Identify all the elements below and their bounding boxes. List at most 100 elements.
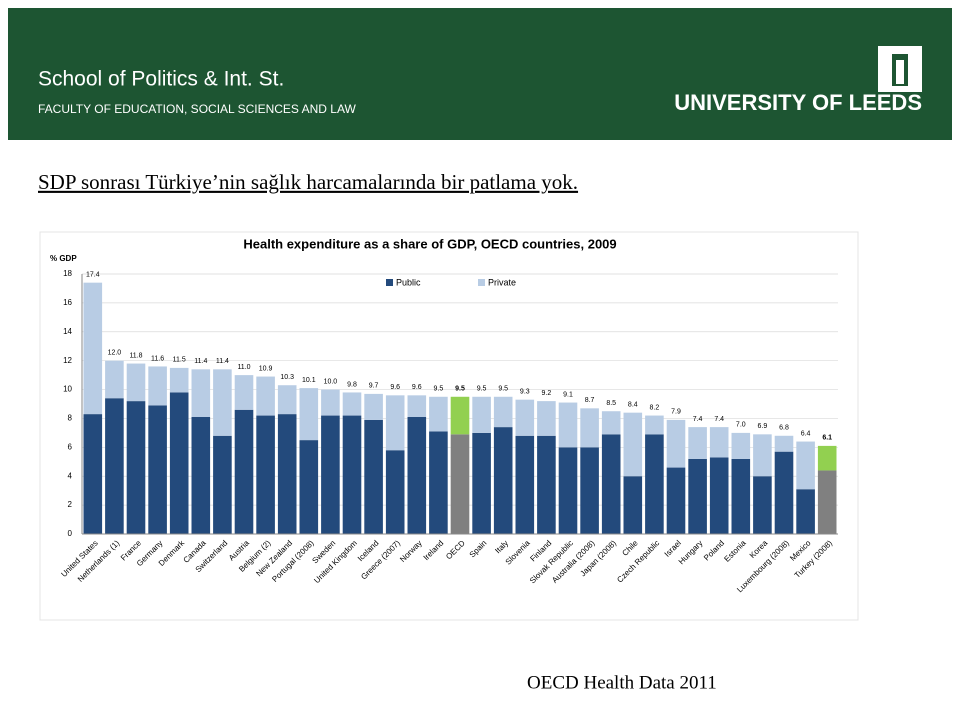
bar-segment: [169, 367, 189, 393]
y-tick-label: 14: [63, 327, 72, 336]
source: OECD Health Data 2011: [527, 672, 717, 693]
bar-segment: [731, 458, 751, 534]
bar-segment: [342, 415, 362, 534]
header-title: School of Politics & Int. St.: [38, 68, 284, 91]
heading: SDP sonrası Türkiye’nin sağlık harcamala…: [38, 170, 578, 194]
bar-segment: [126, 363, 146, 402]
bar-segment: [191, 369, 211, 417]
bar-segment: [580, 408, 599, 448]
bar-segment: [796, 441, 815, 490]
bar-segment: [105, 398, 124, 534]
total-label: 7.4: [714, 416, 724, 423]
total-label: 6.4: [801, 430, 811, 437]
bar-segment: [213, 435, 232, 534]
legend-swatch: [386, 279, 393, 286]
bar-segment: [256, 415, 275, 534]
bar-segment: [493, 396, 513, 428]
bar-segment: [299, 388, 319, 441]
bar-segment: [148, 405, 167, 534]
total-label: 9.7: [369, 383, 379, 390]
y-tick-label: 8: [68, 414, 73, 423]
bar-segment: [709, 427, 729, 458]
total-label: 12.0: [108, 350, 122, 357]
bar-segment: [623, 412, 643, 477]
bar-segment: [774, 451, 794, 534]
bar-segment: [407, 395, 427, 417]
total-label: 8.7: [585, 397, 595, 404]
bar-segment: [385, 395, 405, 451]
total-label: 11.4: [216, 358, 229, 365]
bar-segment: [299, 440, 319, 534]
total-label: 10.9: [259, 365, 273, 372]
total-label: 9.2: [542, 390, 552, 397]
total-label: 9.6: [390, 384, 400, 391]
bar-segment: [688, 427, 707, 459]
bar-segment: [601, 411, 621, 435]
bar-segment: [342, 392, 362, 416]
logo-icon: [878, 46, 922, 92]
chart-frame: [39, 231, 859, 621]
bar-segment: [364, 393, 383, 420]
total-label: 6.8: [779, 425, 789, 432]
total-label: 7.9: [671, 409, 681, 416]
total-label: 6.9: [758, 423, 768, 430]
total-label: 6.1: [822, 435, 832, 442]
bar-segment: [277, 385, 297, 415]
bar-segment: [191, 417, 211, 534]
bar-segment: [321, 389, 340, 416]
y-axis-label: % GDP: [50, 254, 77, 263]
bar-segment: [515, 435, 535, 534]
total-label: 10.0: [324, 378, 338, 385]
bar-segment: [429, 396, 448, 432]
legend-label: Private: [488, 277, 516, 287]
bar-segment: [472, 432, 491, 534]
logo-text: UNIVERSITY OF LEEDS: [674, 90, 922, 115]
bar-segment: [666, 419, 686, 468]
total-label: 9.3: [520, 389, 530, 396]
total-label: 11.8: [129, 352, 142, 359]
chart-title: Health expenditure as a share of GDP, OE…: [243, 236, 616, 251]
bar-segment: [731, 432, 751, 459]
bar-segment: [558, 402, 578, 448]
bar-segment: [580, 447, 599, 534]
bar-segment: [450, 396, 470, 435]
bar-segment: [753, 476, 772, 534]
total-label: 9.6: [412, 384, 422, 391]
total-label: 11.5: [173, 357, 186, 364]
bar-segment: [515, 399, 535, 436]
bar-segment: [537, 401, 556, 436]
total-label: 7.0: [736, 422, 746, 429]
total-label: 11.0: [237, 364, 250, 371]
total-label: 9.5: [434, 386, 444, 393]
y-tick-label: 16: [63, 298, 72, 307]
total-label: 8.2: [650, 404, 660, 411]
y-tick-label: 6: [68, 442, 73, 451]
y-tick-label: 4: [68, 471, 73, 480]
total-label: 11.6: [151, 355, 164, 362]
total-label: 9.8: [347, 381, 357, 388]
y-tick-label: 18: [63, 269, 72, 278]
y-tick-label: 2: [68, 500, 73, 509]
bar-segment: [321, 415, 340, 534]
bar-segment: [688, 458, 707, 534]
bar-segment: [666, 467, 686, 534]
bar-segment: [429, 431, 448, 534]
total-label: 10.1: [302, 377, 316, 384]
bar-segment: [558, 447, 578, 534]
total-label: 10.3: [280, 374, 294, 381]
bar-segment: [364, 419, 383, 534]
bar-segment: [774, 435, 794, 452]
bar-segment: [817, 445, 837, 471]
bar-segment: [277, 414, 297, 534]
bar-segment: [105, 360, 124, 399]
bar-segment: [256, 376, 275, 416]
bar-segment: [817, 470, 837, 534]
total-label: 9.5: [498, 386, 508, 393]
bar-segment: [493, 427, 513, 534]
bar-segment: [234, 375, 254, 410]
y-tick-label: 10: [63, 385, 72, 394]
bar-segment: [213, 369, 232, 436]
legend-label: Public: [396, 277, 421, 287]
